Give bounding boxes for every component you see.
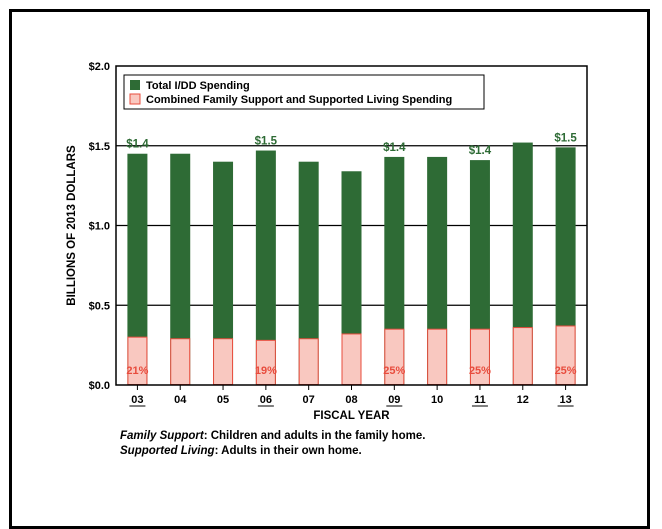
x-tick-label: 06 [260,394,272,406]
x-axis-title: FISCAL YEAR [313,410,390,422]
legend-label-total: Total I/DD Spending [146,80,250,92]
bar-total [298,161,319,385]
bar-total [512,142,533,385]
footnote-text: : Children and adults in the family home… [203,430,426,442]
x-tick-label: 08 [345,394,357,406]
legend: Total I/DD Spending Combined Family Supp… [123,74,485,110]
bar-total [213,161,234,385]
x-tick-label: 10 [431,394,443,406]
value-label: $1.4 [383,142,406,154]
bar-total [170,153,191,385]
x-tick-label: 13 [559,394,571,406]
bar-combined [298,338,319,385]
y-tick-label: $2.0 [89,61,110,73]
x-tick-label: 09 [388,394,400,406]
y-tick-label: $1.5 [89,141,110,153]
legend-box [123,74,485,110]
bar-combined [427,328,448,385]
labels: $0.0 $0.5 $1.0 $1.5 $2.0 03 $1.4 21% 04 05 06 $1.5 1… [89,61,577,407]
footnote-term: Family Support [120,430,204,442]
footnotes: Family Support: Children and adults in t… [120,429,425,459]
percent-label: 25% [383,365,405,377]
footnote-supported-living: Supported Living: Adults in their own ho… [120,444,425,459]
x-tick-label: 11 [474,394,486,406]
bar-total [427,156,448,385]
x-tick-label: 03 [131,394,143,406]
percent-label: 19% [255,365,277,377]
bar-combined [127,336,148,385]
percent-label: 25% [469,365,491,377]
percent-label: 25% [555,365,577,377]
footnote-text: : Adults in their own home. [214,445,362,457]
y-axis-title: BILLIONS OF 2013 DOLLARS [66,145,78,306]
value-label: $1.5 [554,132,577,144]
x-tick-label: 05 [217,394,229,406]
value-label: $1.5 [255,136,278,148]
bar-combined [213,338,234,385]
y-tick-label: $0.0 [89,380,110,392]
value-label: $1.4 [469,145,492,157]
legend-label-combined: Combined Family Support and Supported Li… [146,94,452,106]
footnote-family-support: Family Support: Children and adults in t… [120,429,425,444]
bar-combined [341,333,362,385]
bar-combined [255,339,276,385]
bar-total [384,156,405,385]
legend-swatch-total [130,80,140,90]
legend-swatch-combined [129,93,141,105]
bar-combined [170,338,191,385]
bar-combined [512,327,533,385]
chart: $0.0 $0.5 $1.0 $1.5 $2.0 03 $1.4 21% 04 05 06 $1.5 1… [66,61,588,422]
bar-total [127,153,148,385]
bars [127,142,576,385]
percent-label: 21% [126,365,148,377]
x-tick-label: 07 [303,394,315,406]
y-tick-label: $0.5 [89,300,110,312]
value-label: $1.4 [126,139,149,151]
footnote-term: Supported Living [120,445,215,457]
x-tick-label: 12 [517,394,529,406]
plot-border [115,65,588,386]
x-tick-label: 04 [174,394,187,406]
y-tick-label: $1.0 [89,221,110,233]
bar-total [255,150,276,385]
bar-total [341,171,362,385]
